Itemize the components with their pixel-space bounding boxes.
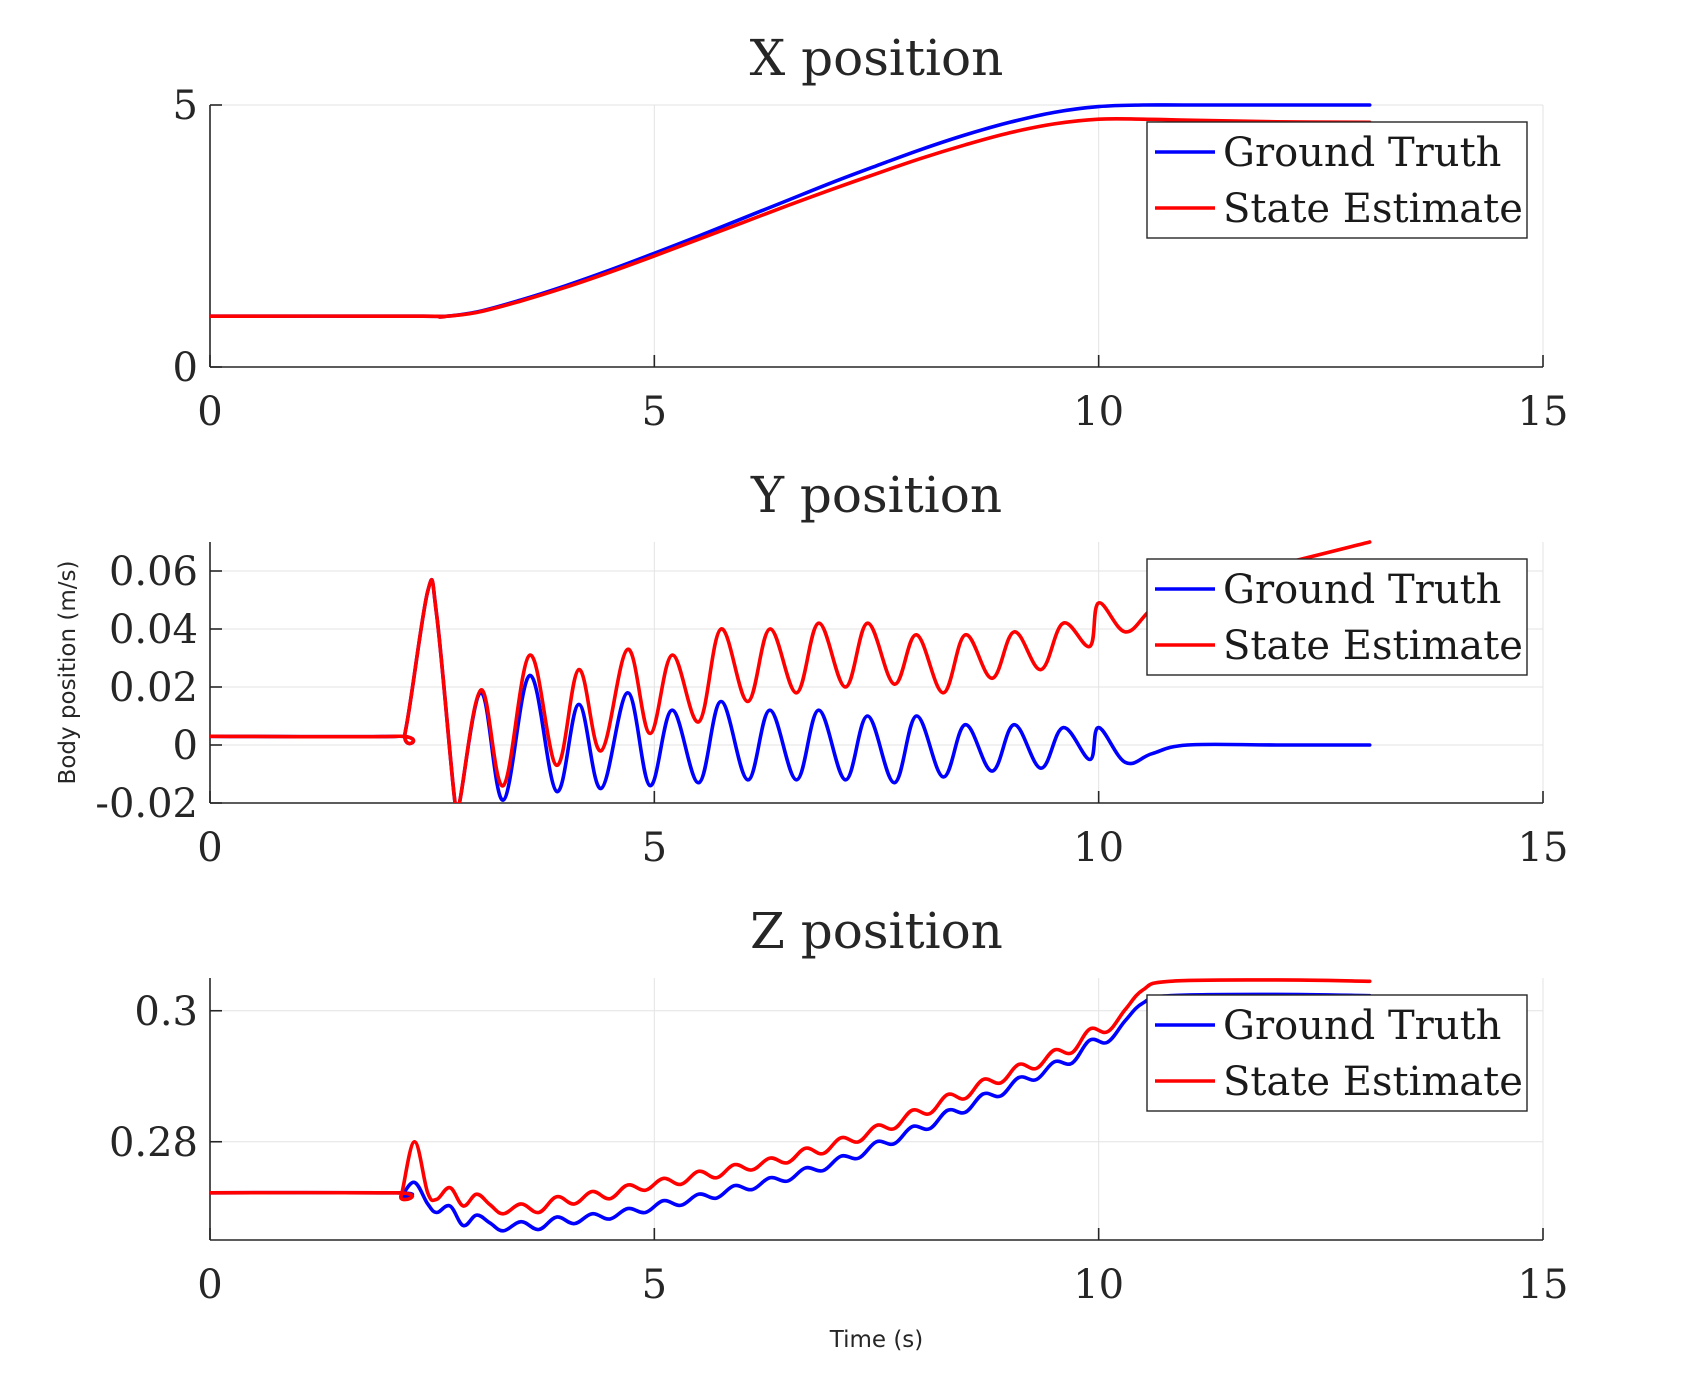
x-tick-label: 5: [642, 389, 667, 435]
x-tick-label: 5: [642, 825, 667, 871]
legend: Ground Truth State Estimate: [1146, 121, 1528, 239]
legend-box: [1146, 558, 1528, 676]
legend: Ground Truth State Estimate: [1146, 558, 1528, 676]
legend-entry: State Estimate: [1223, 1059, 1523, 1105]
x-tick-label: 15: [1518, 1262, 1569, 1308]
y-tick-label: 0.28: [109, 1120, 198, 1166]
x-tick-label: 15: [1518, 825, 1569, 871]
x-tick-label: 10: [1073, 1262, 1124, 1308]
series-line-state-estimate: [210, 540, 1372, 803]
series-line-state-estimate: [210, 978, 1372, 1216]
x-tick-label: 10: [1073, 825, 1124, 871]
x-tick-label: 0: [197, 825, 222, 871]
legend-box: [1146, 994, 1528, 1112]
legend-entry: Ground Truth: [1223, 1003, 1501, 1049]
series-line-ground-truth: [210, 577, 1372, 803]
subplot-1: 0 5 10 15 0 5 X position Ground Truth State Esti…: [173, 29, 1569, 435]
y-tick-label: 0: [173, 345, 198, 391]
legend-entry: Ground Truth: [1223, 567, 1501, 613]
y-tick-label: 0: [173, 723, 198, 769]
series-line-ground-truth: [210, 992, 1372, 1233]
subplot-title: X position: [750, 29, 1004, 87]
x-axis-label: Time (s): [829, 1327, 924, 1353]
y-tick-label: 0.06: [109, 549, 198, 595]
y-axis-label: Body position (m/s): [55, 561, 81, 785]
y-tick-label: 5: [173, 83, 198, 129]
legend-entry: State Estimate: [1223, 623, 1523, 669]
y-tick-label: -0.02: [95, 781, 198, 827]
subplot-title: Z position: [750, 902, 1003, 960]
series-line-state-estimate: [210, 116, 1372, 319]
legend: Ground Truth State Estimate: [1146, 994, 1528, 1112]
legend-entry: State Estimate: [1223, 186, 1523, 232]
y-tick-label: 0.04: [109, 607, 198, 653]
legend-box: [1146, 121, 1528, 239]
x-tick-label: 15: [1518, 389, 1569, 435]
y-tick-label: 0.3: [134, 989, 198, 1035]
subplot-3: 0 5 10 15 0.28 0.3 Z position Time (s) Ground Tr…: [109, 902, 1569, 1353]
x-tick-label: 0: [197, 389, 222, 435]
legend-entry: Ground Truth: [1223, 130, 1501, 176]
x-tick-label: 5: [642, 1262, 667, 1308]
x-tick-label: 0: [197, 1262, 222, 1308]
subplot-title: Y position: [750, 466, 1002, 524]
y-tick-label: 0.02: [109, 665, 198, 711]
x-tick-label: 10: [1073, 389, 1124, 435]
